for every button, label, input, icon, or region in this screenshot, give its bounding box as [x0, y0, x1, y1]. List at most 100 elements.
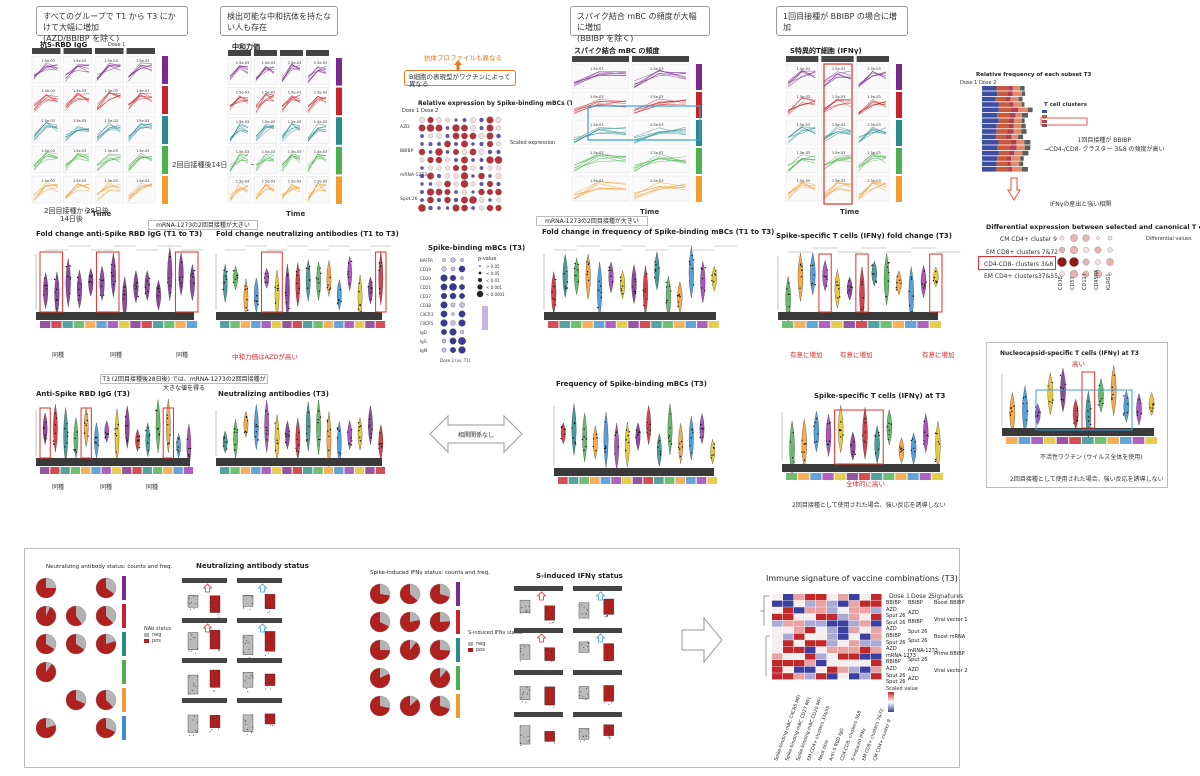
svg-text:1.5e-03: 1.5e-03 — [314, 91, 327, 95]
svg-text:1.5e-03: 1.5e-03 — [832, 123, 845, 127]
svg-text:1.5e-03: 1.5e-03 — [797, 123, 810, 127]
tcell-clusters-legend: T cell clusters — [1044, 102, 1088, 108]
svg-text:1.5e-03: 1.5e-03 — [314, 179, 327, 183]
down-arrow-icon — [1007, 177, 1021, 201]
dot-row-2: CD20 — [420, 276, 431, 281]
ifn-legend-swatches — [468, 642, 473, 652]
svg-text:1.5e-03: 1.5e-03 — [41, 119, 54, 123]
pval-3: < 0.001 — [486, 285, 503, 290]
immune-title: Immune signature of vaccine combinations… — [766, 574, 958, 583]
svg-text:1.5e-03: 1.5e-03 — [650, 151, 663, 155]
diffexp-col-4: KLRG1 — [1106, 273, 1112, 290]
immune-row-1: AZD — [886, 606, 897, 613]
dot-row-5: CD38 — [420, 303, 431, 308]
svg-text:1.5e-03: 1.5e-03 — [104, 179, 117, 183]
fold-mbc-chart — [543, 245, 738, 328]
panel-igg-chart: 1.5e-03 1.5e-03 1.5e-03 1.5e-03 1.5e-03 1.5e-… — [31, 48, 168, 204]
pval-2: < 0.01 — [486, 278, 500, 283]
nucleo-title: Nucleocapsid-specific T cells (IFNγ) at … — [1000, 350, 1139, 357]
svg-text:1.5e-03: 1.5e-03 — [236, 179, 249, 183]
nucleo-note: 2回目接種として使用された場合、強い反応を誘導しない — [1010, 476, 1164, 483]
svg-text:1.5e-03: 1.5e-03 — [650, 179, 663, 183]
immune-row-2: Sput 26 — [886, 613, 906, 620]
svg-text:1.5e-03: 1.5e-03 — [236, 91, 249, 95]
immune-col-labels: Spike-binding mBC CXCR5 MFI Spike-binding… — [766, 690, 893, 764]
diffexp-col-1: CD57 — [1070, 276, 1076, 290]
spike-dot-legend-title: p-value — [478, 256, 497, 262]
dot-row-4: CD27 — [420, 294, 431, 299]
panel-igg-peak: 2回目接種後14日目でピーク — [172, 161, 263, 169]
svg-text:1.5e-03: 1.5e-03 — [136, 89, 149, 93]
svg-text:1.5e-03: 1.5e-03 — [136, 179, 149, 183]
svg-text:1.5e-03: 1.5e-03 — [41, 59, 54, 63]
svg-text:1.5e-03: 1.5e-03 — [650, 123, 663, 127]
antibody-profile-note: 抗体プロファイルも異なる — [424, 54, 502, 62]
relexp-title: Relative expression by Spike-binding mBC… — [418, 100, 581, 107]
svg-text:1.5e-03: 1.5e-03 — [650, 95, 663, 99]
svg-text:1.5e-03: 1.5e-03 — [590, 179, 603, 183]
panel-igg-14: 14日後 — [60, 215, 83, 223]
svg-text:1.5e-03: 1.5e-03 — [262, 61, 275, 65]
svg-text:1.5e-03: 1.5e-03 — [73, 179, 86, 183]
immune-row-11: Sput 26 — [886, 672, 906, 679]
nucleo-high: 高い — [1072, 360, 1085, 368]
svg-text:1.5e-03: 1.5e-03 — [236, 61, 249, 65]
relexp-row-0: AZD — [400, 124, 410, 130]
nab-counts-title: Neutralizing antibody status: counts and… — [46, 564, 173, 570]
immune-dose2-6: Sput 26 — [908, 657, 928, 663]
svg-text:1.5e-03: 1.5e-03 — [314, 61, 327, 65]
dot-xlabel: Dose 2 (vs. T1) — [440, 358, 471, 363]
diffexp-col-2: CD127 — [1082, 273, 1088, 290]
panel-mbc-chart: 1.5e-03 1.5e-03 1.5e-03 1.5e-03 1.5e-03 1.5e-… — [571, 56, 702, 202]
svg-text:1.5e-03: 1.5e-03 — [797, 95, 810, 99]
nucleo-chart — [1001, 365, 1157, 444]
fold-igg-rep-2: 同種 — [176, 352, 189, 359]
immune-row-5: BBIBP — [886, 633, 901, 639]
immune-row-10: AZD — [886, 666, 897, 672]
immune-dose2-1: AZD — [908, 609, 919, 616]
diffexp-row-2: CD4-CD8- clusters 3&8 — [984, 261, 1054, 268]
fold-tcell-incr-1: 有意に増加 — [840, 351, 873, 359]
t3-igg-title: Anti-Spike RBD IgG (T3) — [36, 390, 130, 398]
banner-mrna-1: mRNA-1273の2回目接種が大きい — [148, 220, 258, 230]
panel-neut-chart: 1.5e-03 1.5e-03 1.5e-03 1.5e-03 1.5e-03 1.5e-… — [227, 50, 342, 204]
t3-tcell-title: Spike-specific T cells (IFNγ) at T3 — [814, 392, 946, 400]
immune-row-12: Sput 26 — [886, 679, 906, 686]
relexp-row-1: BBIBP — [400, 148, 414, 154]
fold-mbc-title: Fold change in frequency of Spike-bindin… — [542, 228, 775, 236]
dot-row-1: CD19 — [420, 267, 431, 272]
fold-igg-rep-1: 同種 — [110, 352, 123, 359]
right-arrow-icon — [681, 616, 723, 664]
svg-text:1.5e-03: 1.5e-03 — [136, 59, 149, 63]
immune-scale-bar — [888, 692, 894, 712]
svg-text:1.5e-03: 1.5e-03 — [288, 120, 301, 124]
callout-no-neutralizing: 検出可能な中和抗体を持たない人も存在 — [220, 6, 338, 36]
b-cell-phenotype-callout: B細胞の表現型がワクチンによって異なる — [404, 70, 516, 88]
diffexp-dots — [1057, 234, 1114, 279]
svg-text:1.5e-03: 1.5e-03 — [136, 149, 149, 153]
svg-text:1.5e-03: 1.5e-03 — [262, 150, 275, 154]
bottom-frame — [24, 548, 960, 768]
pval-0: > 0.05 — [486, 264, 500, 269]
t3-rep-1: 同種 — [100, 484, 113, 491]
panel-igg-28: 28日後 — [86, 207, 109, 215]
panel-neut-xlabel: Time — [286, 210, 306, 218]
fold-neut-title: Fold change neutralizing antibodies (T1 … — [216, 230, 399, 238]
immune-dose2-2: BBIBP — [908, 619, 923, 625]
t3-mbc-chart — [553, 403, 717, 484]
panel-igg-2nd: 2回目接種から — [44, 207, 91, 215]
dot-row-7: CXCR5 — [420, 321, 434, 326]
svg-text:1.5e-03: 1.5e-03 — [867, 123, 880, 127]
orange-up-arrow-icon — [454, 60, 462, 70]
diffexp-legend: Differential values — [1146, 236, 1192, 242]
ifn-legend-neg: neg — [476, 641, 486, 647]
t3-neut-title: Neutralizing antibodies (T3) — [218, 390, 329, 398]
ifn-status-title: S-induced IFNγ status — [536, 572, 623, 580]
relexp-legend: Scaled expression — [510, 140, 556, 146]
diffexp-highlight-box — [978, 256, 1056, 270]
immune-row-9: BBIBP — [886, 659, 901, 666]
fold-igg-rep-0: 同種 — [52, 352, 65, 359]
svg-text:1.5e-03: 1.5e-03 — [590, 123, 603, 127]
nucleo-frame — [986, 342, 1168, 488]
svg-text:1.5e-03: 1.5e-03 — [41, 179, 54, 183]
